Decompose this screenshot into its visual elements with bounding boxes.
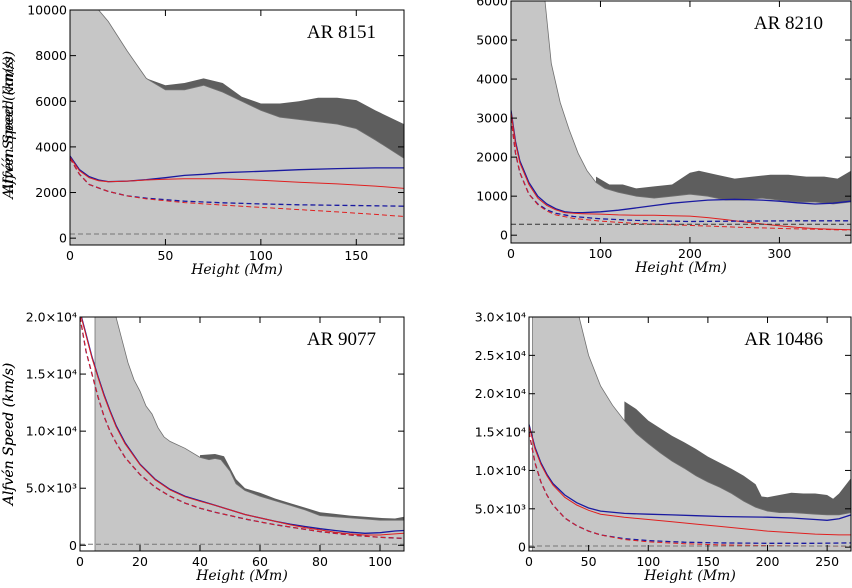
y-tick-label: 0 [59,231,67,246]
x-tick-label: 0 [76,554,84,569]
y-tick-label: 6000 [35,94,67,109]
y-axis-label: Alfvén Speed (km/s) [1,363,17,508]
plot-frame [79,316,405,552]
y-tick-label: 1.5×10⁴ [475,425,526,440]
y-tick-label: 1000 [476,189,508,204]
y-tick-label: 4000 [476,72,508,87]
series-line-1 [529,424,851,521]
y-tick-label: 5000 [476,33,508,48]
panel-title: AR 9077 [307,329,376,350]
y-tick-label: 2000 [35,185,67,200]
series-line-2 [80,317,404,536]
x-tick-label: 0 [525,554,533,569]
y-tick-label: 1.5×10⁴ [26,367,77,382]
x-tick-label: 200 [678,246,702,261]
y-tick-label: 5.0×10³ [26,481,77,496]
y-axis-label: Alfvén Speed (km/s) [1,51,17,196]
x-axis-label: Height (Mm) [634,260,727,276]
x-tick-label: 50 [581,554,597,569]
series-line-4 [70,158,404,217]
x-tick-label: 150 [344,248,368,263]
y-tick-label: 3.0×10⁴ [475,310,526,325]
y-tick-label: 2000 [476,150,508,165]
x-tick-label: 50 [157,248,173,263]
x-tick-label: 100 [249,248,273,263]
light-uncertainty-band [511,1,851,243]
chart-panel-4: 0 50 100 150 200 25005.0×10³1.0×10⁴1.5×10⁴2.0… [1,310,852,584]
series-line-2 [511,112,851,231]
x-tick-label: 100 [589,246,613,261]
x-tick-label: 20 [132,554,148,569]
chart-panel-1: 0 50 100 150 0 2000 4000 6000 8000 10000 Height (M… [1,3,405,278]
x-tick-label: 0 [66,248,74,263]
x-tick-label: 60 [252,554,268,569]
x-tick-label: 300 [767,246,791,261]
x-tick-label: 150 [696,554,720,569]
series-line-1 [70,155,404,183]
plot-frame [69,9,405,246]
y-tick-label: 1.0×10⁴ [475,463,526,478]
y-tick-label: 3000 [476,111,508,126]
plot-frame [528,316,852,552]
y-tick-label: 4000 [35,139,67,154]
series-line-4 [529,432,851,547]
y-axis-label: Alfvén Speed (km/s) [1,363,17,508]
x-axis-label: Height (Mm) [190,262,283,278]
y-tick-label: 0 [500,228,508,243]
y-tick-label: 5.0×10³ [475,501,526,516]
x-axis-label: Height (Mm) [195,568,288,584]
x-tick-label: 40 [192,554,208,569]
series-line-2 [529,425,851,536]
x-tick-label: 100 [636,554,660,569]
y-tick-label: 8000 [35,48,67,63]
chart-panel-2: 0 100 200 3000100020003000400050006000Heigh… [1,0,852,276]
plot-frame [510,0,852,244]
series-line-4 [80,317,404,539]
plot-area [511,1,851,243]
light-uncertainty-band [532,317,851,551]
plot-area [529,317,851,551]
x-tick-label: 100 [368,554,392,569]
x-axis-label: Height (Mm) [643,568,736,584]
x-tick-label: 200 [756,554,780,569]
y-axis-label: Alfvén Speed (km/s) [1,56,17,201]
y-tick-label: 2.0×10⁴ [26,310,77,325]
y-tick-label: 10000 [27,3,67,18]
chart-panel-3: 0 20 40 60 80 100 0 5.0×10³ 1.0×10⁴ 1.5×10⁴ 2.0×10… [1,310,405,584]
panel-title: AR 8151 [307,22,376,43]
y-tick-label: 1.0×10⁴ [26,424,77,439]
y-tick-label: 0 [69,538,77,553]
y-tick-label: 0 [518,540,526,555]
panel-title: AR 8210 [754,13,823,34]
light-uncertainty-band [70,10,404,245]
y-tick-label: 6000 [476,0,508,9]
panel-title: AR 10486 [744,329,823,350]
series-line-1 [511,110,851,214]
plot-area [70,10,404,245]
y-tick-label: 2.5×10⁴ [475,348,526,363]
y-tick-label: 2.0×10⁴ [475,386,526,401]
x-tick-label: 250 [815,554,839,569]
series-line-4 [511,118,851,231]
series-line-2 [70,156,404,189]
x-tick-label: 0 [507,246,515,261]
light-uncertainty-band [94,317,404,551]
plot-area [80,317,404,551]
x-tick-label: 80 [312,554,328,569]
